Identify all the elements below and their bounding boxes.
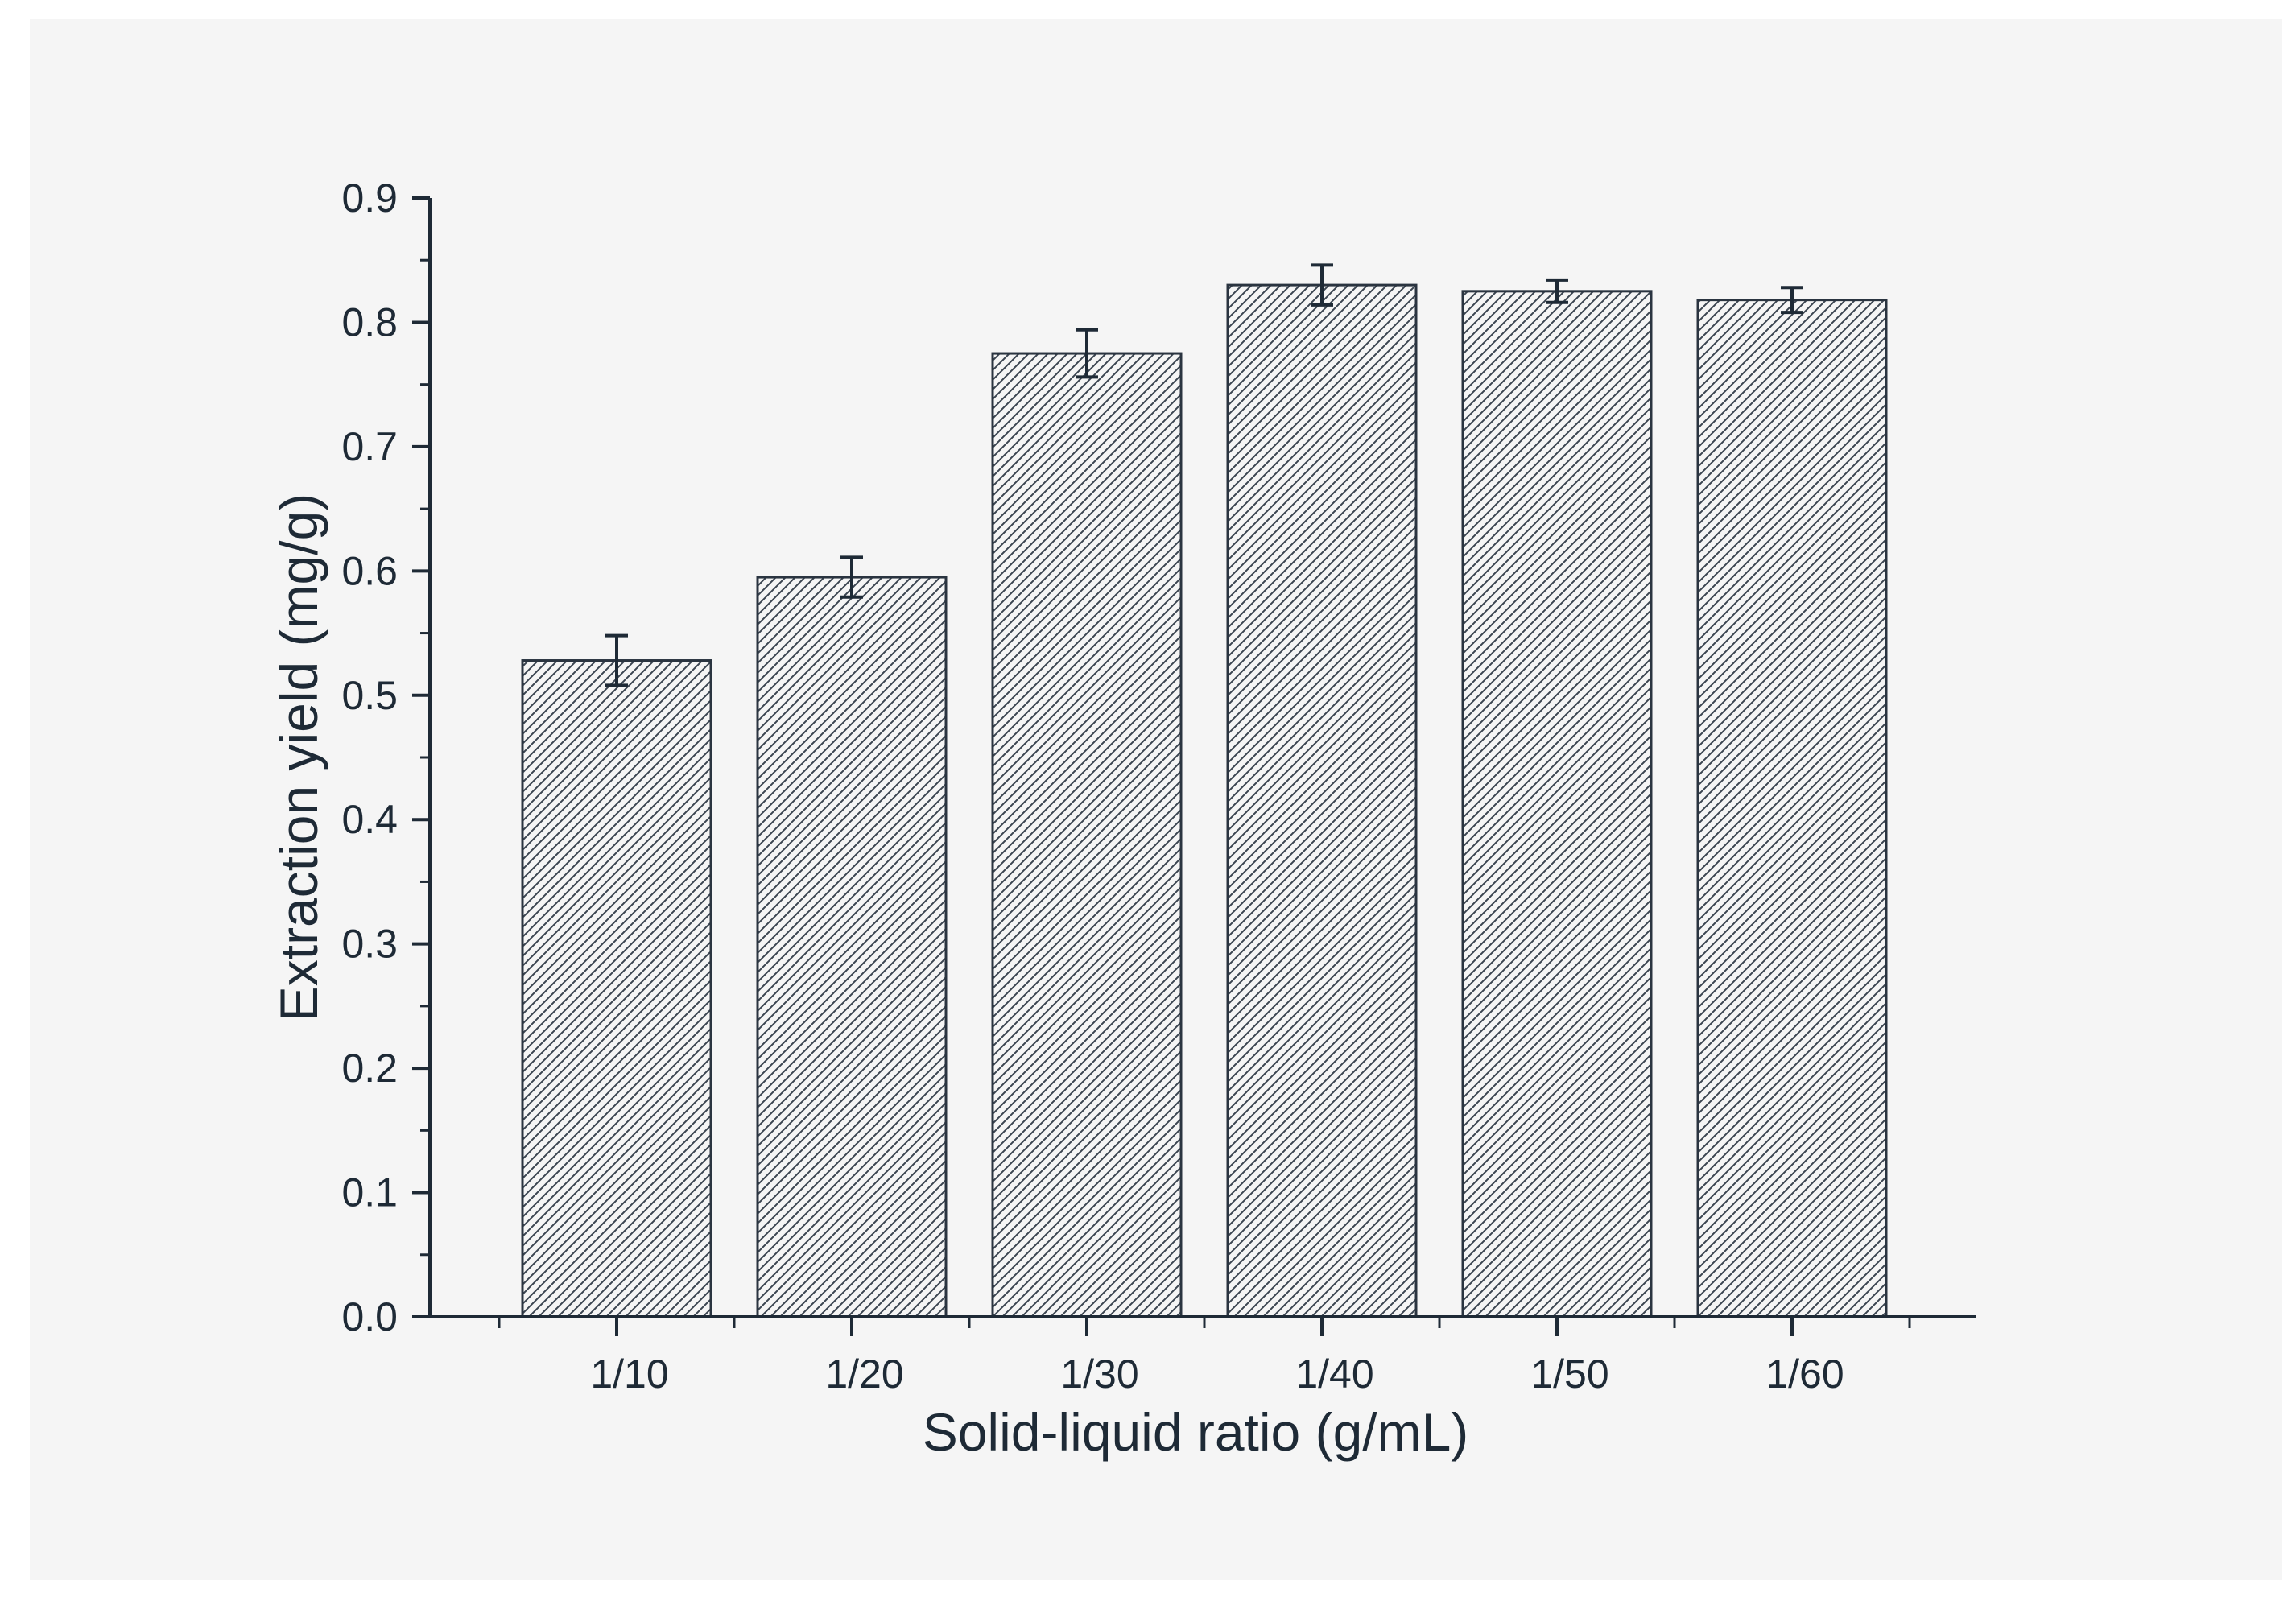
bar-4 (1226, 283, 1418, 1318)
error-bars-layer (605, 263, 1803, 687)
bar-5 (1461, 290, 1653, 1318)
bar-2 (756, 576, 948, 1318)
x-tick-label: 1/10 (590, 1351, 668, 1397)
y-tick-label: 0.1 (341, 1170, 398, 1215)
bar-1 (521, 659, 712, 1318)
y-tick-label: 0.0 (341, 1294, 398, 1339)
y-tick-label: 0.3 (341, 922, 398, 967)
x-ticks: 1/10 1/20 1/30 1/40 1/50 1/60 (498, 1317, 1911, 1397)
x-tick-label: 1/40 (1295, 1351, 1373, 1397)
error-bar-5 (1546, 278, 1568, 304)
error-bar-1 (605, 633, 628, 687)
bar-chart: 0.00.10.20.30.40.50.60.70.80.9 1/10 1/20 1… (269, 175, 1976, 1462)
x-axis-title: Solid-liquid ratio (g/mL) (923, 1402, 1469, 1462)
x-tick-label: 1/60 (1765, 1351, 1844, 1397)
error-bar-6 (1781, 286, 1803, 315)
y-tick-label: 0.5 (341, 673, 398, 718)
bars-layer (521, 283, 1888, 1318)
y-ticks: 0.0 0.1 0.2 0.3 0.4 0.5 0.6 0.7 0.8 0.9 (341, 175, 430, 1339)
y-tick-label: 0.6 (341, 548, 398, 593)
error-bar-3 (1076, 328, 1098, 379)
chart-frame: 0.0 0.1 0.2 0.3 0.4 0.5 0.6 0.7 0.8 0.9 1/10 1/20 1… (30, 19, 2282, 1580)
y-tick-label: 0.7 (341, 424, 398, 469)
y-tick-label: 0.4 (341, 797, 398, 842)
error-bar-4 (1311, 263, 1333, 307)
x-tick-label: 1/20 (825, 1351, 903, 1397)
x-tick-label: 1/50 (1530, 1351, 1608, 1397)
y-tick-label: 0.8 (341, 299, 398, 345)
y-tick-label: 0.2 (341, 1046, 398, 1091)
bar-6 (1696, 299, 1888, 1318)
y-axis-title: Extraction yield (mg/g) (269, 493, 328, 1022)
bar-3 (991, 352, 1183, 1318)
y-tick-label: 0.9 (341, 175, 398, 221)
error-bar-2 (840, 555, 863, 599)
x-tick-label: 1/30 (1060, 1351, 1138, 1397)
